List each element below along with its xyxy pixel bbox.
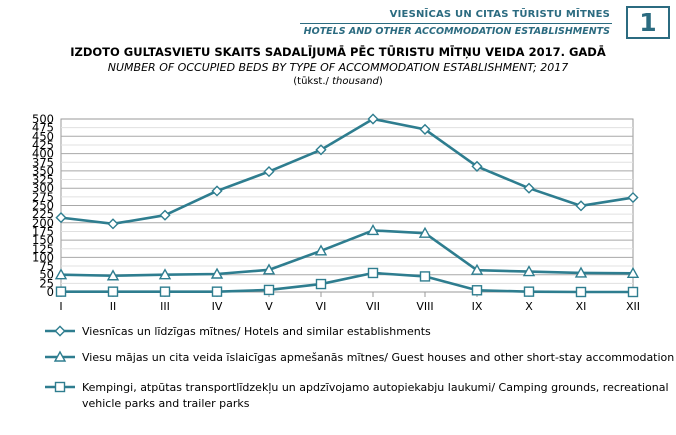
data-point-diamond <box>627 191 639 204</box>
chapter-number-badge: 1 <box>626 6 670 39</box>
data-point-triangle <box>314 244 328 256</box>
x-tick-label: XII <box>626 300 640 313</box>
section-title-en: HOTELS AND OTHER ACCOMMODATION ESTABLISH… <box>303 26 610 37</box>
y-tick-label: 150 <box>32 233 54 247</box>
data-point-diamond <box>263 166 275 178</box>
x-tick-label: II <box>110 300 117 313</box>
chart-subtitle: NUMBER OF OCCUPIED BEDS BY TYPE OF ACCOM… <box>107 61 569 74</box>
data-point-triangle <box>106 269 120 281</box>
series-line-1 <box>60 117 634 226</box>
y-tick-label: 125 <box>32 242 54 256</box>
x-tick-label: X <box>525 300 533 313</box>
section-title-lv: VIESNĪCAS UN CITAS TŪRISTU MĪTNES <box>389 9 610 20</box>
x-tick-label: VIII <box>416 300 433 313</box>
data-point-triangle <box>262 263 276 275</box>
y-tick-label: 0 <box>47 285 54 299</box>
data-point-square <box>419 271 431 282</box>
y-tick-label: 325 <box>32 173 54 187</box>
data-point-square <box>471 285 483 296</box>
x-tick-label: XI <box>576 300 587 313</box>
data-point-square <box>315 278 327 290</box>
y-tick-label: 450 <box>32 129 54 143</box>
y-tick-label: 200 <box>32 216 54 230</box>
data-point-square <box>575 286 587 298</box>
data-point-triangle <box>366 223 380 236</box>
data-point-triangle <box>522 265 536 277</box>
data-point-square <box>211 286 223 297</box>
data-point-diamond <box>367 113 379 125</box>
data-point-triangle <box>158 268 172 280</box>
unit-lv: tūkst. <box>297 76 326 87</box>
x-tick-label: VI <box>316 300 327 313</box>
data-point-diamond <box>55 212 67 224</box>
unit-en: thousand <box>332 76 379 87</box>
y-tick-label: 425 <box>32 138 54 152</box>
y-tick-label: 250 <box>32 199 54 213</box>
chart-title: IZDOTO GULTASVIETU SKAITS SADALĪJUMĀ PĒC… <box>70 45 606 59</box>
y-tick-label: 475 <box>32 121 54 135</box>
y-tick-label: 500 <box>32 112 54 126</box>
data-point-square <box>367 267 379 279</box>
y-tick-label: 275 <box>32 190 54 204</box>
data-point-diamond <box>523 182 535 194</box>
data-point-square <box>107 286 119 297</box>
legend-label: Kempingi, atpūtas transportlīdzekļu un a… <box>82 381 669 410</box>
y-tick-label: 50 <box>39 268 54 282</box>
y-tick-label: 25 <box>39 276 54 290</box>
x-tick-label: VII <box>366 300 380 313</box>
data-point-diamond <box>159 209 171 221</box>
y-tick-label: 350 <box>32 164 54 178</box>
data-point-diamond <box>211 185 223 197</box>
x-tick-label: IX <box>472 300 483 313</box>
x-tick-label: V <box>265 300 273 313</box>
legend-label: Viesu mājas un cita veida īslaicīgas apm… <box>82 351 674 364</box>
data-point-square <box>159 286 171 297</box>
legend-label: Viesnīcas un līdzīgas mītnes/ Hotels and… <box>82 325 431 338</box>
y-tick-label: 300 <box>32 181 54 195</box>
data-point-triangle <box>210 267 224 279</box>
y-tick-label: 400 <box>32 147 54 161</box>
legend-marker-triangle <box>53 350 67 362</box>
data-point-diamond <box>107 218 119 230</box>
data-point-diamond <box>419 123 431 135</box>
legend-marker-diamond <box>54 325 66 337</box>
data-point-square <box>55 286 67 297</box>
header-divider <box>300 23 612 24</box>
data-point-diamond <box>315 144 327 156</box>
y-tick-label: 375 <box>32 155 54 169</box>
y-tick-label: 75 <box>39 259 54 273</box>
chart-unit: (tūkst./ thousand) <box>293 76 383 87</box>
data-point-triangle <box>470 263 484 275</box>
data-point-triangle <box>54 268 68 280</box>
data-point-diamond <box>575 200 587 212</box>
data-point-square <box>627 286 639 298</box>
data-point-triangle <box>574 266 588 278</box>
y-tick-label: 225 <box>32 207 54 221</box>
y-tick-label: 100 <box>32 250 54 264</box>
x-tick-label: III <box>160 300 170 313</box>
y-tick-label: 175 <box>32 224 54 238</box>
x-tick-label: IV <box>212 300 223 313</box>
data-point-diamond <box>471 160 483 172</box>
data-point-square <box>523 286 535 297</box>
data-point-triangle <box>418 226 432 238</box>
series-line-3 <box>61 271 633 294</box>
x-tick-label: I <box>59 300 62 313</box>
data-point-triangle <box>626 266 640 279</box>
data-point-square <box>263 284 275 296</box>
legend-marker-square <box>54 381 66 393</box>
series-line-2 <box>60 229 634 278</box>
